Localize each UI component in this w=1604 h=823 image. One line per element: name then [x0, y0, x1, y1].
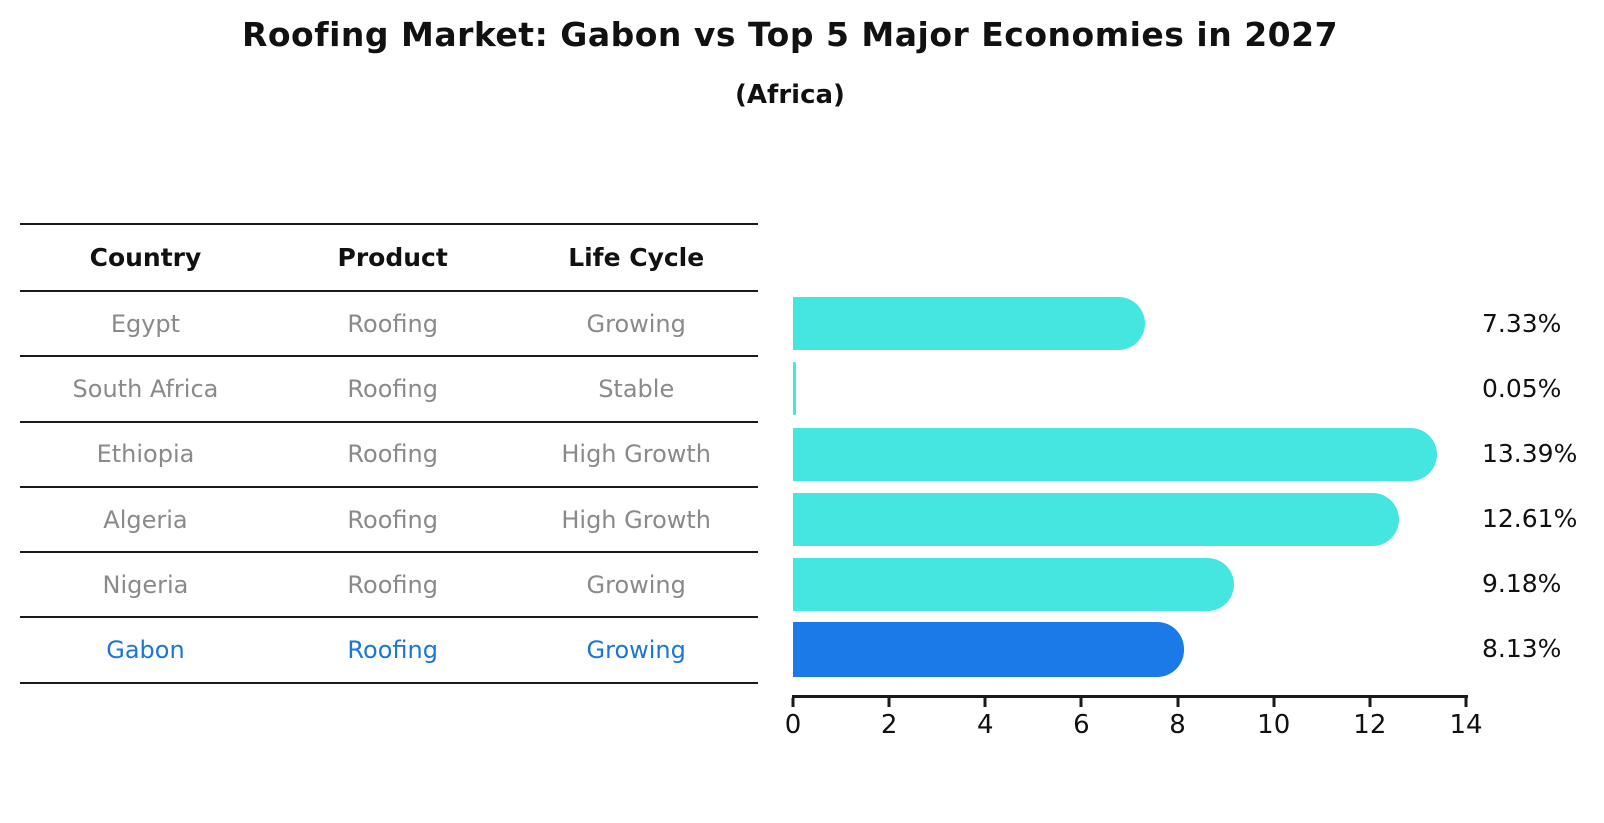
cell-life-cycle: Growing — [586, 309, 686, 338]
x-tick-mark — [791, 698, 795, 707]
cell-country: Algeria — [103, 505, 188, 534]
x-tick-mark — [887, 698, 891, 707]
cell-product: Roofing — [347, 570, 438, 599]
x-tick-mark — [1272, 698, 1276, 707]
x-tick-mark — [1079, 698, 1083, 707]
bar-gabon-highlight — [793, 622, 1184, 677]
cell-life-cycle: Growing — [586, 636, 686, 665]
table-row: Ethiopia Roofing High Growth — [20, 423, 758, 488]
table-row-gabon-highlight: Gabon Roofing Growing — [20, 618, 758, 684]
cell-life-cycle: High Growth — [561, 505, 712, 534]
cell-product: Roofing — [347, 636, 438, 665]
table-row: Egypt Roofing Growing — [20, 292, 758, 358]
value-label: 12.61% — [1482, 504, 1578, 533]
x-tick-label: 14 — [1449, 710, 1483, 740]
bar-south-africa — [793, 362, 796, 415]
cell-country: Egypt — [110, 309, 181, 338]
cell-country: Ethiopia — [96, 440, 195, 469]
cell-country: Nigeria — [102, 570, 189, 599]
table-row: South Africa Roofing Stable — [20, 357, 758, 423]
cell-product: Roofing — [347, 374, 438, 403]
cell-product: Roofing — [347, 309, 438, 338]
x-tick-label: 4 — [977, 710, 994, 740]
cell-product: Roofing — [347, 505, 438, 534]
value-label: 7.33% — [1482, 309, 1562, 338]
bar-ethiopia — [793, 428, 1437, 481]
value-label: 9.18% — [1482, 569, 1562, 598]
header-country: Country — [89, 243, 202, 272]
header-product: Product — [337, 243, 448, 272]
chart-title: Roofing Market: Gabon vs Top 5 Major Eco… — [241, 15, 1339, 54]
country-table: Country Product Life Cycle Egypt Roofing… — [20, 223, 758, 684]
cell-life-cycle: High Growth — [561, 440, 712, 469]
value-label: 13.39% — [1482, 439, 1578, 468]
cell-country: Gabon — [106, 636, 185, 665]
x-tick-label: 0 — [784, 710, 802, 740]
bar-algeria — [793, 493, 1400, 546]
header-life-cycle: Life Cycle — [568, 243, 705, 272]
x-tick-label: 2 — [880, 710, 898, 740]
bar-egypt — [793, 297, 1146, 350]
x-tick-mark — [1176, 698, 1180, 707]
cell-product: Roofing — [347, 440, 438, 469]
x-tick-mark — [1368, 698, 1372, 707]
table-row: Algeria Roofing High Growth — [20, 488, 758, 554]
x-tick-mark — [1464, 698, 1468, 707]
x-tick-label: 6 — [1073, 710, 1090, 740]
value-label: 8.13% — [1482, 634, 1562, 663]
chart-subtitle: (Africa) — [735, 80, 845, 110]
x-axis-line — [792, 695, 1468, 698]
bar-nigeria — [793, 558, 1235, 611]
cell-life-cycle: Growing — [586, 570, 686, 599]
x-tick-mark — [983, 698, 987, 707]
x-tick-label: 10 — [1257, 710, 1291, 740]
cell-life-cycle: Stable — [598, 374, 675, 403]
x-axis-ticks: 0 2 4 6 8 10 12 14 — [785, 698, 1483, 758]
table-header-row: Country Product Life Cycle — [20, 225, 758, 292]
table-row: Nigeria Roofing Growing — [20, 553, 758, 619]
value-label: 0.05% — [1482, 374, 1562, 403]
cell-country: South Africa — [72, 374, 219, 403]
x-tick-label: 8 — [1169, 710, 1186, 740]
x-tick-label: 12 — [1353, 710, 1387, 740]
